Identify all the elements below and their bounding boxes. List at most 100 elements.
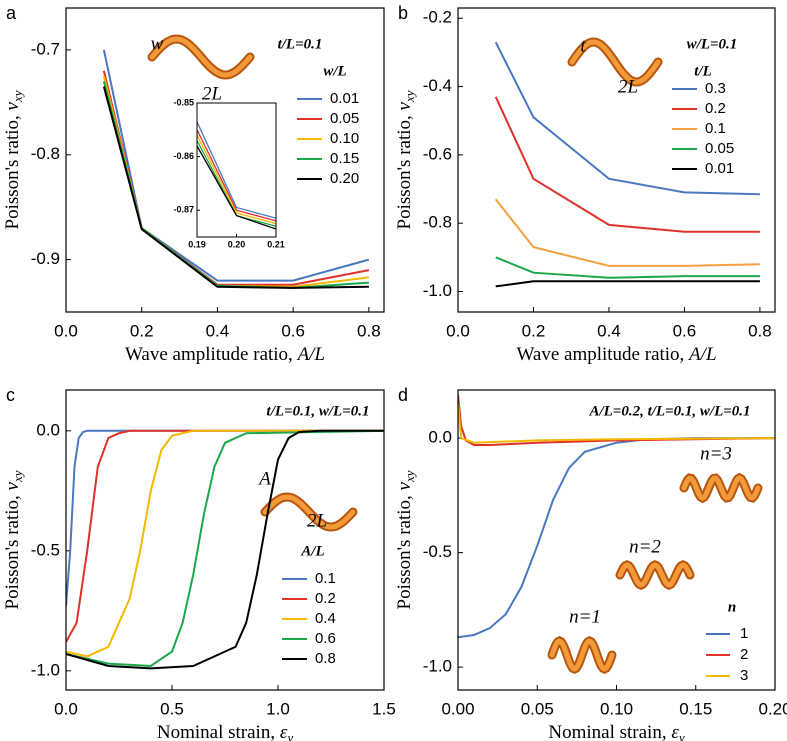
diagram-label: 2L [307,510,327,531]
legend-label: 0.3 [705,80,726,97]
y-tick-label: -1.0 [31,660,60,679]
y-label-symbol: v [394,481,415,490]
y-label-sub: xy [10,90,25,103]
legend-label: 0.4 [315,610,336,627]
wave-body [569,39,661,85]
x-tick-label: 0.21 [267,239,285,249]
series-line [197,134,276,225]
legend-label: 0.6 [315,630,336,647]
legend-title: n [728,599,736,615]
diagram-label: 2L [618,76,638,97]
x-tick-label: 0.10 [600,699,633,718]
diagram-label: n=2 [629,536,661,557]
legend-label: 0.2 [315,590,336,607]
series-line [66,429,384,607]
y-label-sub: xy [402,470,417,483]
x-tick-label: 0.0 [54,699,78,718]
annotation: A/L=0.2, t/L=0.1, w/L=0.1 [588,403,750,419]
legend-label: 0.2 [705,100,726,117]
x-label-text: Wave amplitude ratio, [125,344,298,365]
legend-label: 1 [740,625,748,642]
y-axis-label: Poisson's ratio, vxy [2,470,25,609]
legend-label: 0.20 [330,170,359,187]
x-axis-label: Nominal strain, εy [548,722,684,741]
wave-body [681,475,761,501]
y-tick-label: -0.6 [423,144,452,163]
x-axis-label: Nominal strain, εy [157,722,293,741]
series-line [197,129,276,222]
x-label-symbol: ε [671,722,679,741]
legend-label: 0.01 [330,90,359,107]
panel-letter: c [6,385,15,405]
y-tick-label: -1.0 [423,281,452,300]
legend-title: t/L [694,63,712,79]
x-tick-label: 0.6 [673,321,697,340]
x-tick-label: 0.05 [521,699,554,718]
x-axis-label: Wave amplitude ratio, A/L [125,344,325,365]
x-label-symbol: A/L [687,344,716,365]
x-tick-label: 0.4 [206,321,230,340]
y-tick-label: -0.85 [173,97,194,107]
legend-label: 0.01 [705,160,734,177]
y-tick-label: -0.2 [423,8,452,27]
y-label-text: Poisson's ratio, [2,110,23,229]
series-line [458,403,775,444]
y-label-symbol: v [2,101,23,110]
y-axis-label: Poisson's ratio, vxy [394,90,417,229]
y-tick-label: -0.5 [31,540,60,559]
diagram-label: t [580,35,586,56]
series-line [66,429,384,670]
series-line [494,96,760,233]
x-tick-label: 0.20 [758,699,787,718]
legend-label: 0.05 [705,140,734,157]
series-line [495,280,760,288]
x-tick-label: 0.15 [679,699,712,718]
series-line [102,49,370,282]
y-tick-label: -0.4 [423,76,452,95]
legend-title: A/L [300,543,324,559]
legend-label: 0.1 [705,120,726,137]
x-tick-label: 0.5 [160,699,184,718]
annotation: t/L=0.1 [278,36,323,52]
y-tick-label: -0.86 [173,151,194,161]
y-tick-label: 0.0 [428,428,452,447]
legend-title: w/L [323,63,346,79]
x-tick-label: 0.19 [188,239,206,249]
x-tick-label: 0.20 [228,239,246,249]
series-line [458,394,775,446]
x-tick-label: 0.0 [446,321,470,340]
series-line [494,198,760,267]
panel-letter: d [398,385,408,405]
x-label-sub: y [285,730,293,741]
axes-frame [65,7,385,313]
x-label-text: Nominal strain, [157,722,280,741]
axes-frame [457,7,776,313]
y-tick-label: -0.8 [423,213,452,232]
y-tick-label: -1.0 [423,657,452,676]
series-line [495,256,760,279]
x-tick-label: 0.8 [748,321,772,340]
x-tick-label: 0.0 [54,321,78,340]
y-tick-label: -0.8 [31,144,60,163]
x-label-sub: y [677,730,685,741]
series-line [66,429,384,643]
annotation: t/L=0.1, w/L=0.1 [267,403,370,419]
diagram-label: n=1 [569,606,601,627]
legend-label: 0.1 [315,570,336,587]
y-tick-label: 0.0 [36,420,60,439]
x-label-symbol: A/L [296,344,325,365]
x-label-text: Wave amplitude ratio, [516,344,689,365]
x-tick-label: 1.5 [372,699,396,718]
legend-label: 0.8 [315,650,336,667]
wave-body [549,638,615,672]
inset-background [197,103,276,237]
axes-frame [65,389,385,691]
series-line [66,429,384,658]
y-tick-label: -0.7 [31,39,60,58]
y-tick-label: -0.9 [31,249,60,268]
x-label-text: Nominal strain, [548,722,671,741]
axes-frame [457,389,776,691]
y-label-text: Poisson's ratio, [394,110,415,229]
y-label-text: Poisson's ratio, [2,490,23,609]
y-label-symbol: v [394,101,415,110]
